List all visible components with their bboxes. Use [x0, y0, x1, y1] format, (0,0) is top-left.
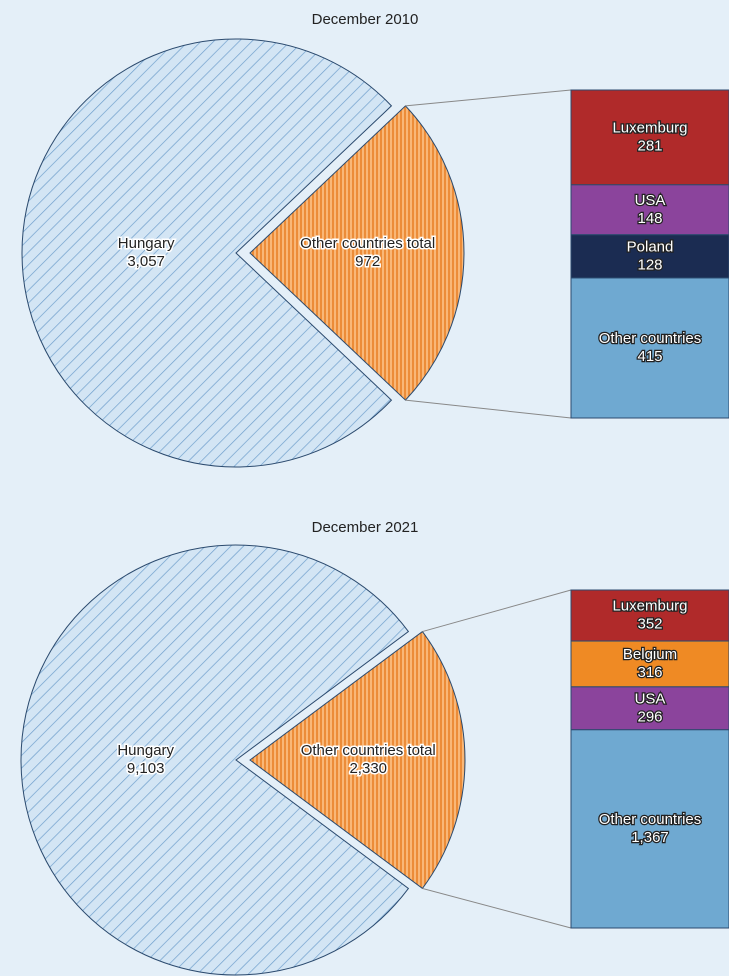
segment-label: Poland: [627, 238, 674, 255]
slice-label: Hungary: [118, 235, 175, 252]
slice-value: 9,103: [127, 760, 165, 777]
segment-value: 281: [637, 137, 662, 154]
connector: [422, 589, 572, 633]
pie-slice: [249, 105, 465, 401]
pie-slice: [21, 38, 393, 468]
segment-label: USA: [635, 192, 666, 209]
segment-value: 1,367: [631, 829, 669, 846]
segment-label: Other countries: [599, 330, 702, 347]
slice-label: Other countries total: [301, 742, 436, 759]
segment-value: 296: [637, 708, 662, 725]
slice-value: 972: [355, 253, 380, 270]
bar-segment: [570, 640, 729, 688]
slice-value: 2,330: [349, 760, 387, 777]
connector: [422, 887, 572, 929]
chart-title: December 2021: [312, 519, 419, 536]
slice-label: Other countries total: [300, 235, 435, 252]
segment-value: 316: [637, 664, 662, 681]
segment-label: Luxemburg: [612, 597, 687, 614]
bar-segment: [570, 277, 729, 419]
segment-value: 352: [637, 615, 662, 632]
pie-slice: [249, 630, 466, 890]
segment-label: USA: [635, 690, 666, 707]
segment-label: Belgium: [623, 646, 677, 663]
segment-value: 415: [637, 348, 662, 365]
slice-value: 3,057: [127, 253, 165, 270]
segment-label: Other countries: [599, 811, 702, 828]
segment-label: Luxemburg: [612, 119, 687, 136]
pie-slice: [20, 544, 410, 976]
chart-title: December 2010: [312, 11, 419, 28]
segment-value: 128: [637, 256, 662, 273]
connector: [405, 399, 572, 419]
bar-segment: [570, 729, 729, 929]
segment-value: 148: [637, 210, 662, 227]
bar-segment: [570, 686, 729, 731]
slice-label: Hungary: [117, 742, 174, 759]
connector: [405, 89, 572, 107]
bar-segment: [570, 89, 729, 186]
bar-segment: [570, 589, 729, 642]
